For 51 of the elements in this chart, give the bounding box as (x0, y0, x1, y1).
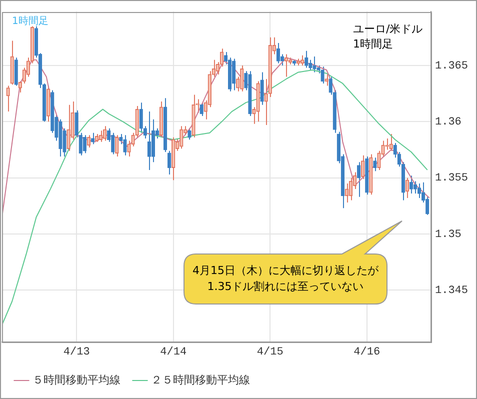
candlestick (240, 65, 244, 92)
candlestick (385, 138, 389, 150)
y-tick-label: 1.35 (434, 228, 462, 241)
legend-label: ５時間移動平均線 (32, 373, 120, 386)
candlestick (102, 126, 107, 142)
x-tick-label: 4/14 (160, 346, 187, 358)
candlestick (304, 50, 308, 68)
candlestick (413, 180, 418, 194)
annotation: 1時間足 (12, 15, 48, 28)
candlestick (14, 57, 18, 86)
text: 1時間足 (352, 37, 393, 50)
candlestick (66, 104, 70, 152)
candlestick (180, 126, 184, 150)
candlestick (361, 154, 365, 180)
candlestick (111, 132, 115, 155)
candlestick (373, 157, 377, 172)
y-tick-label: 1.36 (434, 116, 462, 129)
candlestick (232, 58, 236, 91)
candlestick (115, 134, 119, 157)
candlestick (284, 54, 288, 78)
candlestick (260, 72, 264, 106)
text: ユーロ/米ドル (352, 22, 423, 36)
candlestick (18, 80, 22, 93)
candlestick (320, 66, 324, 84)
candlestick (344, 182, 349, 204)
x-tick-label: 4/15 (256, 346, 284, 358)
legend-label: ２５時間移動平均線 (151, 373, 250, 386)
candlestick (356, 162, 361, 198)
candlestick (409, 175, 414, 194)
candlestick (188, 128, 192, 140)
y-tick-label: 1.365 (434, 60, 468, 72)
candlestick (405, 177, 410, 199)
candlestick (86, 134, 91, 148)
annotation: 4月15日（木）に大幅に切り返したが 1.35ドル割れには至っていない (192, 262, 378, 295)
candlestick (6, 85, 10, 112)
candlestick (90, 132, 95, 145)
candlestick (123, 134, 127, 156)
y-tick-label: 1.355 (434, 172, 468, 185)
candlestick (417, 182, 422, 199)
candlestick (276, 42, 280, 64)
candlestick (389, 134, 393, 152)
candlestick (300, 54, 304, 66)
y-tick-label: 1.345 (434, 285, 468, 298)
speech-bubble: 4月15日（木）に大幅に切り返したが 1.35ドル割れには至っていない (182, 220, 403, 305)
candlestick (312, 56, 316, 73)
x-tick-label: 4/13 (63, 346, 90, 358)
candlestick (147, 111, 151, 170)
x-tick-label: 4/16 (354, 346, 380, 358)
candlestick (324, 74, 328, 86)
candlestick (200, 102, 204, 117)
candlestick (308, 59, 312, 71)
